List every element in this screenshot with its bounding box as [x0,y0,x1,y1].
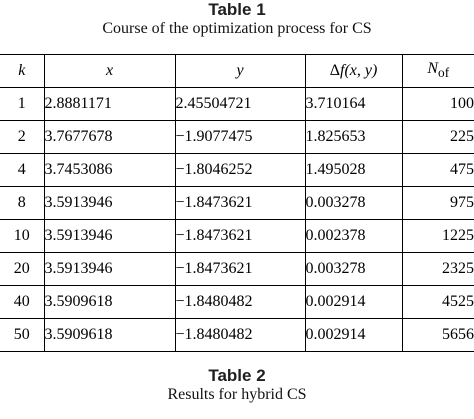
header-x: x [43,54,176,88]
cell-x: 3.5913946 [43,252,176,286]
cell-x: 3.5913946 [43,186,176,220]
cell-n-of: 4525 [401,285,474,319]
cell-x: 3.5909618 [43,285,176,319]
cell-y: 2.45504721 [174,87,306,121]
cell-x: 2.8881171 [43,87,176,121]
header-n-symbol: N [427,60,439,78]
cell-n-of: 2325 [401,252,474,286]
header-f-args: (x, y) [344,62,378,79]
cell-k: 1 [0,87,45,121]
cell-k: 2 [0,120,45,154]
cell-k: 8 [0,186,45,220]
table-header-row: k x y Δf(x, y) Nof [0,54,474,88]
table-row: 50 3.5909618 −1.8480482 0.002914 5656 [0,318,474,352]
header-k: k [0,54,45,88]
cell-y: −1.8473621 [174,252,306,286]
table-1-caption: Course of the optimization process for C… [102,20,372,37]
header-y: y [174,54,306,88]
cell-x: 3.5913946 [43,219,176,253]
header-y-label: y [236,62,244,79]
table-row: 10 3.5913946 −1.8473621 0.002378 1225 [0,219,474,253]
table-row: 40 3.5909618 −1.8480482 0.002914 4525 [0,285,474,319]
header-k-label: k [18,62,26,79]
cell-y: −1.8480482 [174,285,306,319]
cell-k: 4 [0,153,45,187]
cell-k: 20 [0,252,45,286]
header-f-symbol: f [339,62,345,79]
cell-k: 10 [0,219,45,253]
cell-n-of: 5656 [401,318,474,352]
cell-delta-f: 0.003278 [304,252,403,286]
cell-k: 40 [0,285,45,319]
cell-y: −1.8046252 [174,153,306,187]
header-n-of: Nof [401,54,474,88]
table-row: 4 3.7453086 −1.8046252 1.495028 475 [0,153,474,187]
cell-delta-f: 0.003278 [304,186,403,220]
cell-delta-f: 1.495028 [304,153,403,187]
cell-x: 3.5909618 [43,318,176,352]
cell-n-of: 475 [401,153,474,187]
table-row: 8 3.5913946 −1.8473621 0.003278 975 [0,186,474,220]
cell-x: 3.7677678 [43,120,176,154]
cell-n-of: 225 [401,120,474,154]
cell-n-of: 100 [401,87,474,121]
table-row: 2 3.7677678 −1.9077475 1.825653 225 [0,120,474,154]
header-delta-f: Δf(x, y) [304,54,403,88]
cell-n-of: 1225 [401,219,474,253]
cell-k: 50 [0,318,45,352]
table-2-title: Table 2 [208,366,266,385]
results-table: k x y Δf(x, y) Nof 1 2.8881171 2.45504721 3… [0,54,474,352]
header-n-subscript: of [438,65,450,81]
cell-delta-f: 0.002378 [304,219,403,253]
cell-y: −1.9077475 [174,120,306,154]
cell-delta-f: 0.002914 [304,318,403,352]
table-2-caption: Results for hybrid CS [167,386,307,403]
cell-x: 3.7453086 [43,153,176,187]
table-row: 20 3.5913946 −1.8473621 0.003278 2325 [0,252,474,286]
header-delta-symbol: Δ [329,62,340,79]
cell-y: −1.8473621 [174,219,306,253]
cell-delta-f: 1.825653 [304,120,403,154]
table-body: 1 2.8881171 2.45504721 3.710164 100 2 3.767767… [0,87,474,352]
table-1-title: Table 1 [208,0,266,19]
cell-delta-f: 0.002914 [304,285,403,319]
cell-delta-f: 3.710164 [304,87,403,121]
table-row: 1 2.8881171 2.45504721 3.710164 100 [0,87,474,121]
cell-y: −1.8480482 [174,318,306,352]
cell-n-of: 975 [401,186,474,220]
cell-y: −1.8473621 [174,186,306,220]
header-x-label: x [105,62,114,79]
